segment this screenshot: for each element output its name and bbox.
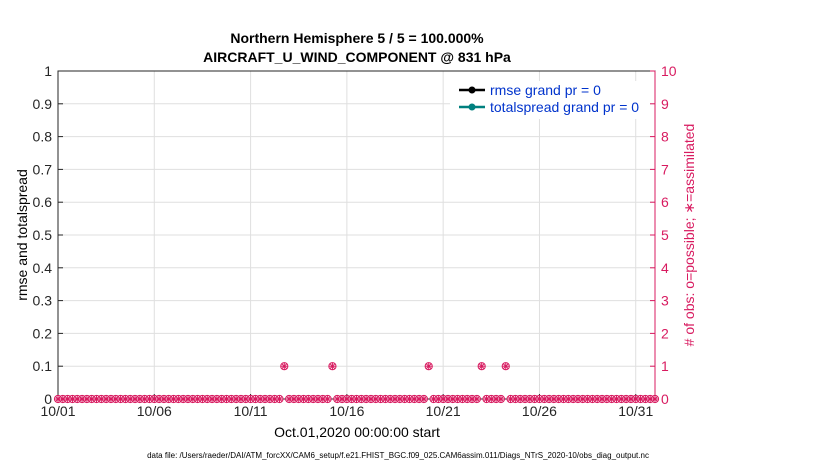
data-file-footer: data file: /Users/raeder/DAI/ATM_forcXX/… bbox=[147, 451, 649, 460]
legend-rmse-label: rmse grand pr = 0 bbox=[490, 82, 601, 98]
y-tick-label: 1 bbox=[44, 63, 52, 79]
y2-tick-label: 3 bbox=[661, 293, 669, 309]
x-axis-label: Oct.01,2020 00:00:00 start bbox=[274, 424, 440, 440]
x-tick-label: 10/01 bbox=[40, 403, 75, 419]
y-tick-label: 0.3 bbox=[33, 293, 53, 309]
obs-possible-marker bbox=[280, 362, 289, 371]
obs-assimilated-marker bbox=[324, 395, 332, 403]
chart-title: Northern Hemisphere 5 / 5 = 100.000% bbox=[230, 30, 484, 46]
obs-assimilated-marker bbox=[478, 362, 486, 370]
y2-axis-label: # of obs: o=possible; ∗=assimilated bbox=[681, 124, 697, 347]
y-tick-label: 0.1 bbox=[33, 358, 53, 374]
obs-assimilated-marker bbox=[502, 362, 510, 370]
y2-tick-label: 4 bbox=[661, 260, 669, 276]
legend: rmse grand pr = 0 totalspread grand pr =… bbox=[450, 81, 650, 119]
obs-assimilated-marker bbox=[280, 362, 288, 370]
obs-possible-marker bbox=[419, 394, 429, 404]
y-tick-label: 0.9 bbox=[33, 96, 53, 112]
y-axis-left: 0 0.1 0.2 0.3 0.4 0.5 0.6 0.7 0.8 0.9 1 bbox=[33, 63, 63, 407]
x-tick-label: 10/11 bbox=[234, 403, 268, 419]
legend-totalspread-marker bbox=[468, 103, 476, 111]
obs-assimilated-marker bbox=[651, 395, 659, 403]
obs-possible-marker bbox=[424, 362, 433, 371]
obs-possible-marker bbox=[323, 394, 332, 404]
obs-possible-marker bbox=[477, 362, 486, 371]
y-tick-label: 0.5 bbox=[33, 227, 53, 243]
obs-assimilated-marker bbox=[420, 395, 428, 403]
y-tick-label: 0.8 bbox=[33, 129, 53, 145]
y2-tick-label: 7 bbox=[661, 161, 669, 177]
obs-possible-marker bbox=[472, 394, 481, 404]
legend-totalspread-label: totalspread grand pr = 0 bbox=[490, 99, 639, 115]
y-tick-label: 0.6 bbox=[33, 194, 53, 210]
legend-rmse-marker bbox=[468, 86, 476, 94]
obs-assimilated-marker bbox=[275, 395, 284, 403]
obs-possible-marker bbox=[275, 394, 284, 404]
obs-assimilated-marker bbox=[328, 362, 337, 370]
obs-assimilated-marker bbox=[497, 395, 505, 403]
y2-tick-label: 10 bbox=[661, 63, 677, 79]
y-tick-label: 0.4 bbox=[33, 260, 53, 276]
obs-possible-marker bbox=[501, 362, 510, 371]
y2-tick-label: 8 bbox=[661, 129, 669, 145]
y2-tick-label: 2 bbox=[661, 325, 669, 341]
y-tick-label: 0.7 bbox=[33, 161, 53, 177]
y-axis-label: rmse and totalspread bbox=[14, 169, 30, 301]
chart-subtitle: AIRCRAFT_U_WIND_COMPONENT @ 831 hPa bbox=[203, 49, 511, 65]
legend-box bbox=[450, 81, 650, 119]
x-tick-label: 10/31 bbox=[618, 403, 653, 419]
obs-possible-marker bbox=[496, 394, 506, 404]
obs-assimilated-marker bbox=[473, 395, 481, 403]
grid-lines bbox=[58, 71, 655, 399]
y2-tick-label: 6 bbox=[661, 194, 669, 210]
x-tick-label: 10/26 bbox=[522, 403, 557, 419]
obs-assimilated-marker bbox=[425, 362, 433, 370]
x-tick-label: 10/16 bbox=[329, 403, 364, 419]
obs-possible-marker bbox=[328, 362, 337, 371]
y2-tick-label: 0 bbox=[661, 391, 669, 407]
x-tick-label: 10/06 bbox=[137, 403, 172, 419]
y-tick-label: 0.2 bbox=[33, 325, 53, 341]
x-tick-label: 10/21 bbox=[426, 403, 461, 419]
y2-tick-label: 9 bbox=[661, 96, 669, 112]
y2-tick-label: 1 bbox=[661, 358, 669, 374]
y-tick-label: 0 bbox=[44, 391, 52, 407]
y2-tick-label: 5 bbox=[661, 227, 669, 243]
y-axis-right: 0 1 2 3 4 5 6 7 8 9 10 bbox=[650, 63, 677, 407]
obs-count-markers bbox=[53, 362, 660, 404]
x-axis: 10/01 10/06 10/11 10/16 10/21 10/26 10/31 bbox=[40, 394, 653, 419]
